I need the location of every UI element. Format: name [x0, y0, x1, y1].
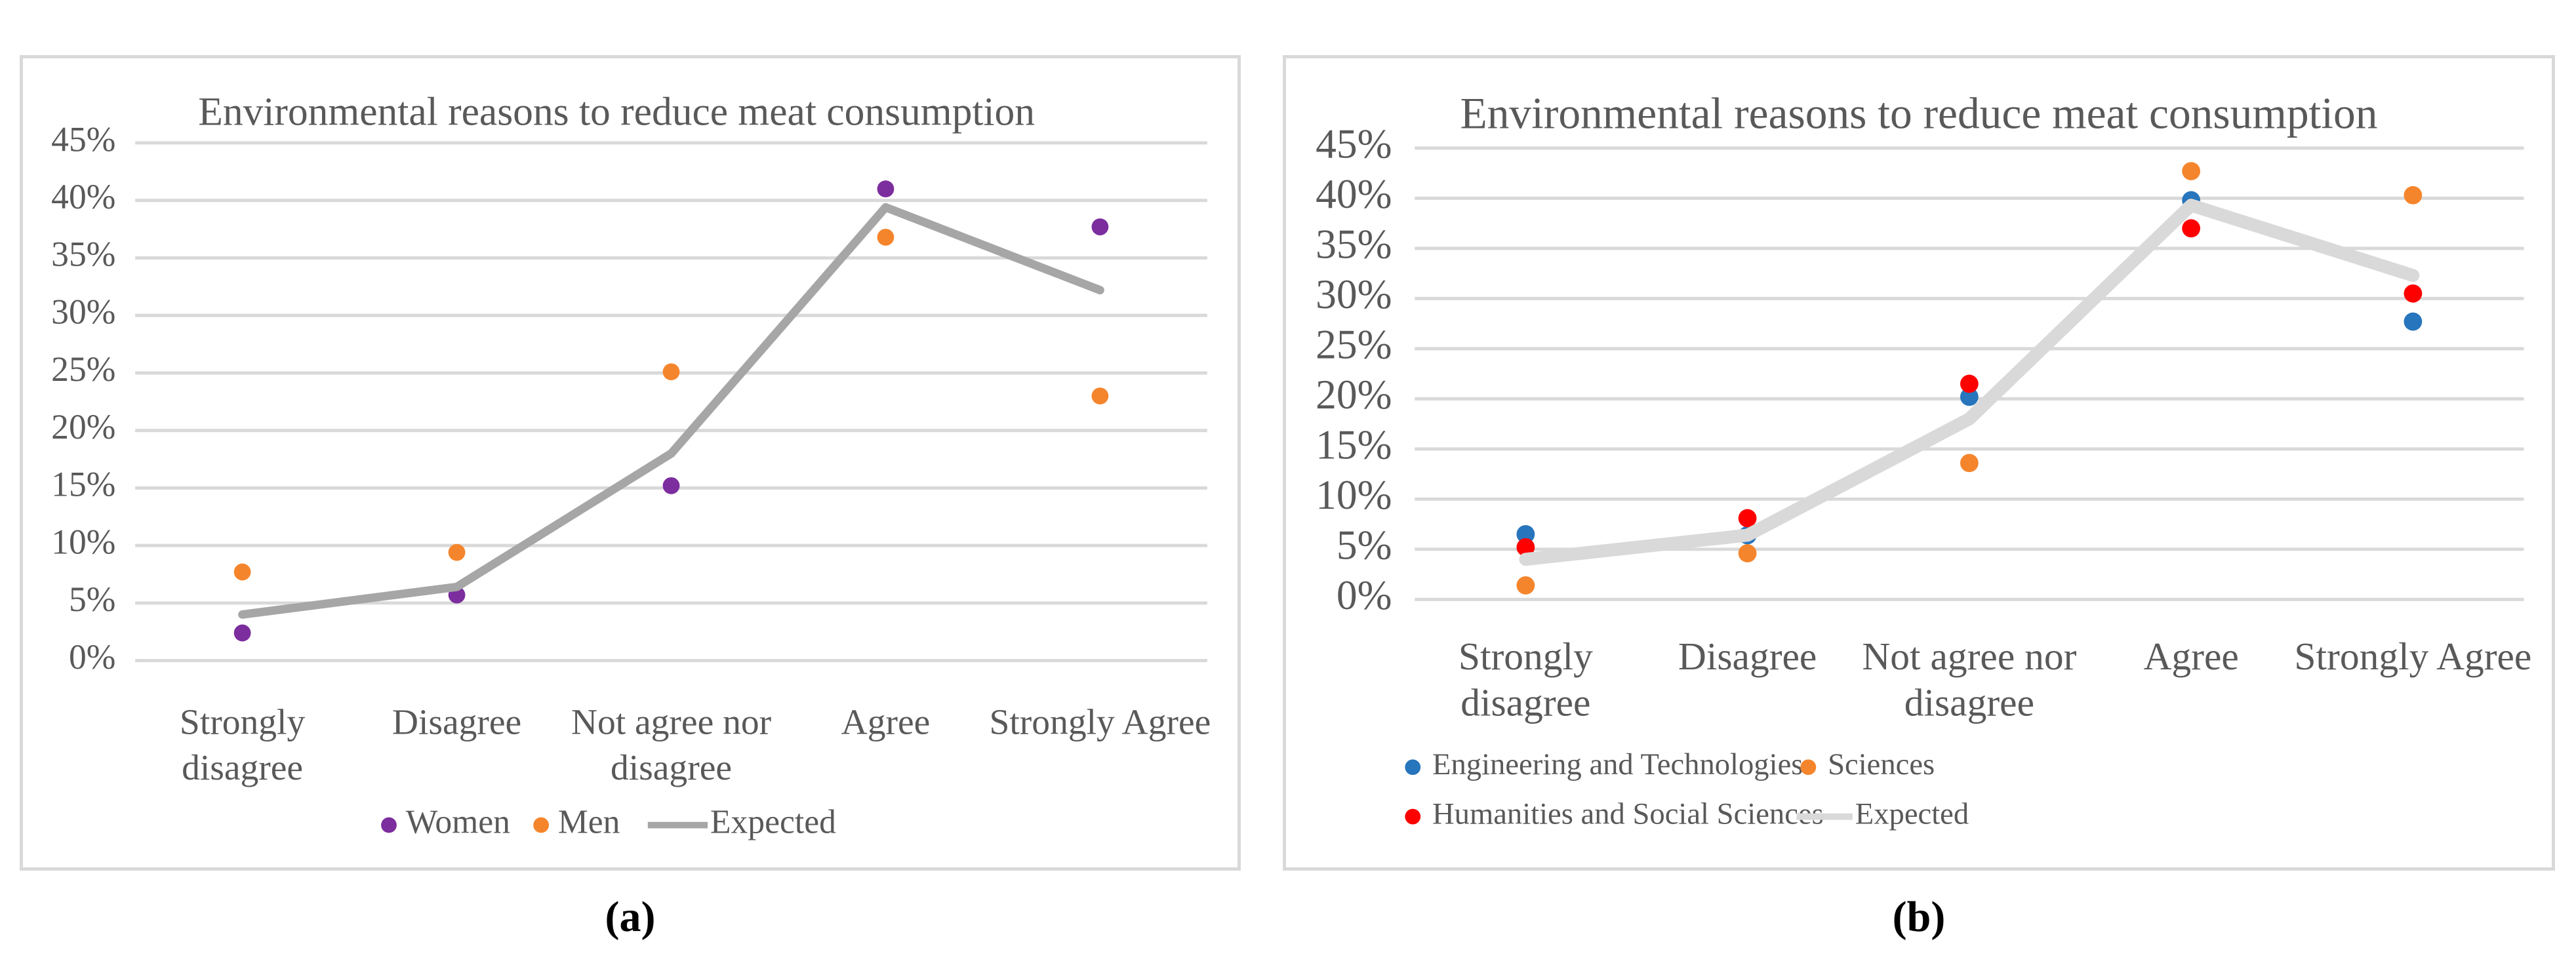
y-axis-tick-label: 25%: [1316, 321, 1392, 367]
y-axis-tick-label: 40%: [1316, 170, 1392, 217]
legend-label: Humanities and Social Sciences: [1432, 797, 1824, 831]
panel-b: Environmental reasons to reduce meat con…: [1283, 55, 2555, 871]
x-axis-category-label: disagree: [611, 748, 732, 788]
x-axis-category-label: disagree: [1904, 681, 2034, 724]
x-axis-category-label: disagree: [182, 748, 303, 788]
legend-label: Engineering and Technologies: [1432, 747, 1803, 781]
data-point-series-1: [1516, 576, 1535, 595]
data-point-series-1: [662, 363, 680, 381]
expected-line: [238, 203, 1104, 619]
chart-title: Environmental reasons to reduce meat con…: [198, 89, 1035, 134]
x-axis-category-label: Disagree: [392, 703, 521, 743]
x-axis-category-label: Strongly: [1459, 635, 1593, 678]
legend-label: Expected: [1855, 797, 1969, 831]
y-axis-tick-label: 35%: [51, 235, 115, 274]
data-point-series-1: [1738, 544, 1757, 562]
y-axis-tick-label: 45%: [1316, 120, 1392, 167]
data-point-series-0: [1091, 218, 1109, 235]
y-axis-tick-label: 10%: [1316, 471, 1392, 518]
y-axis-tick-label: 35%: [1316, 220, 1392, 267]
y-axis-tick-label: 0%: [1337, 572, 1392, 618]
x-axis-category-label: Strongly: [180, 703, 306, 743]
y-axis-tick-label: 45%: [51, 119, 115, 159]
data-point-series-2: [1960, 374, 1979, 393]
legend-label: Sciences: [1828, 747, 1935, 781]
data-point-series-2: [1516, 538, 1535, 557]
panel-a: Environmental reasons to reduce meat con…: [20, 55, 1241, 871]
legend-marker-dot: [1405, 808, 1421, 825]
caption-b: (b): [1892, 893, 1946, 941]
expected-line: [1519, 199, 2420, 566]
x-axis-category-label: Not agree nor: [1862, 635, 2076, 678]
data-point-series-1: [1091, 387, 1109, 405]
x-axis-category-label: Strongly Agree: [990, 703, 1211, 743]
x-axis-category-label: disagree: [1460, 681, 1590, 724]
legend-marker-dot: [1405, 759, 1421, 776]
y-axis-tick-label: 20%: [1316, 371, 1392, 418]
y-axis-tick-label: 25%: [51, 349, 115, 389]
legend-label: Women: [406, 803, 510, 840]
data-point-series-2: [2182, 219, 2201, 238]
data-point-series-1: [2182, 162, 2201, 180]
legend-marker-dot: [533, 817, 550, 833]
data-point-series-1: [233, 563, 251, 581]
legend-marker-dot: [1800, 759, 1817, 776]
y-axis-tick-label: 30%: [1316, 271, 1392, 317]
chart-a: Environmental reasons to reduce meat con…: [51, 89, 1211, 840]
data-point-series-0: [662, 477, 680, 494]
data-point-series-2: [2404, 284, 2423, 303]
x-axis-category-label: Disagree: [1678, 635, 1817, 678]
x-axis-category-label: Strongly Agree: [2294, 635, 2531, 678]
legend-label: Expected: [710, 803, 836, 840]
chart-b: Environmental reasons to reduce meat con…: [1316, 89, 2531, 831]
y-axis-tick-label: 20%: [51, 407, 115, 446]
y-axis-tick-label: 5%: [1337, 521, 1392, 568]
data-point-series-1: [877, 228, 895, 246]
data-point-series-0: [233, 624, 251, 642]
y-axis-tick-label: 15%: [51, 465, 115, 504]
data-point-series-0: [1960, 387, 1979, 406]
data-point-series-1: [2404, 186, 2423, 205]
y-axis-tick-label: 10%: [51, 522, 115, 561]
y-axis-tick-label: 0%: [69, 637, 115, 677]
y-axis-tick-label: 15%: [1316, 421, 1392, 467]
y-axis-tick-label: 30%: [51, 292, 115, 331]
x-axis-category-label: Agree: [841, 703, 931, 743]
caption-a: (a): [605, 893, 656, 941]
data-point-series-1: [448, 543, 466, 561]
y-axis-tick-label: 40%: [51, 177, 115, 216]
chart-title: Environmental reasons to reduce meat con…: [1460, 89, 2378, 138]
data-point-series-2: [1738, 509, 1757, 528]
data-point-series-0: [1516, 524, 1535, 543]
legend-marker-dot: [381, 817, 397, 833]
x-axis-category-label: Agree: [2143, 635, 2238, 678]
y-axis-tick-label: 5%: [69, 580, 115, 619]
data-point-series-0: [877, 180, 895, 198]
x-axis-category-label: Not agree nor: [571, 703, 771, 743]
data-point-series-0: [2404, 312, 2423, 331]
legend-label: Men: [558, 803, 620, 840]
data-point-series-1: [1960, 454, 1979, 473]
